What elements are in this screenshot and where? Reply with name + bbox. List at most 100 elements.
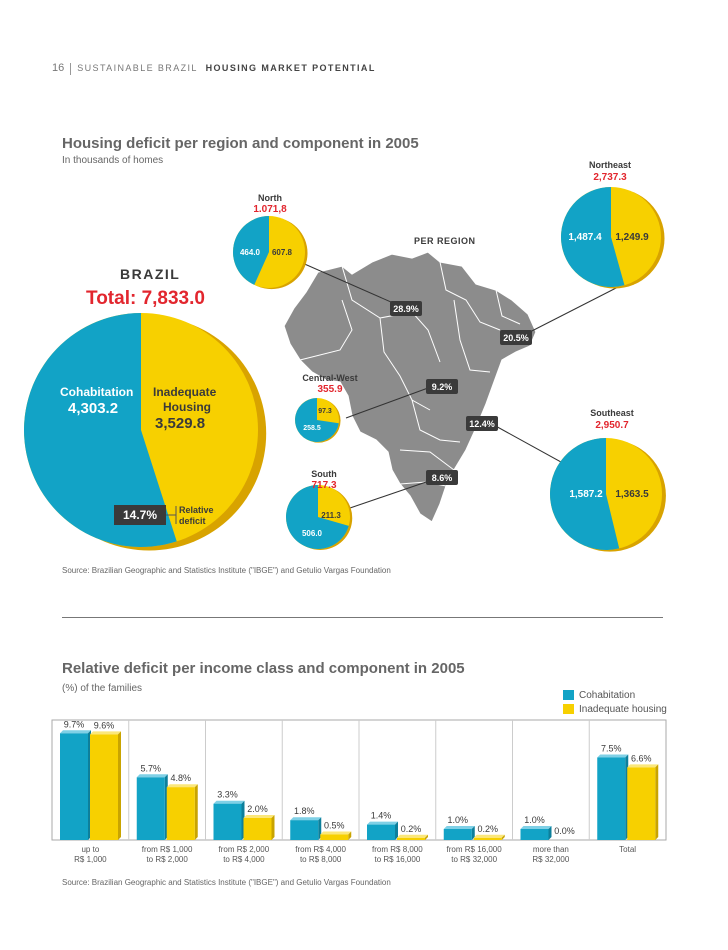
- brazil-cohab-label: Cohabitation: [60, 385, 134, 399]
- bar-cohabitation: [60, 733, 88, 840]
- bar-label: 0.2%: [401, 824, 422, 834]
- centralwest-name: Central-West: [302, 373, 358, 383]
- relative-deficit-badge: 14.7%: [114, 505, 166, 525]
- bar-top: [213, 800, 245, 804]
- legend-item-inadequate: Inadequate housing: [563, 702, 667, 716]
- bar-label: 0.2%: [477, 824, 498, 834]
- pie-brazil-slice-cohabitation: [24, 313, 177, 548]
- bar-top: [60, 730, 91, 734]
- south-name: South: [311, 469, 337, 479]
- south-total: 717.3: [311, 480, 337, 491]
- bar-side: [118, 731, 121, 840]
- brazil-inadequate-label-1: Inadequate: [153, 385, 217, 399]
- northeast-total: 2,737.3: [593, 172, 627, 183]
- legend-swatch-inadequate: [563, 704, 574, 714]
- header-section: SUSTAINABLE BRAZIL: [77, 63, 198, 73]
- bar-side: [425, 834, 428, 840]
- share-tag-north: [390, 301, 422, 316]
- category-label: from R$ 4,000: [295, 845, 346, 854]
- bar-side: [194, 784, 198, 840]
- income-bar-chart: 9.7% 9.6% 5.7% 4.8% 3.3% 2.0% 1.8% 0.5% 1.4% 0.2%…: [51, 719, 667, 864]
- bar-top: [627, 764, 659, 768]
- pie-southeast-label-inadequate: 1,363.5: [615, 489, 649, 500]
- category-label: from R$ 2,000: [219, 845, 270, 854]
- bar-label: 0.5%: [324, 821, 345, 831]
- bar-label: 4.8%: [170, 773, 191, 783]
- bar-cohabitation: [597, 757, 626, 840]
- bar-side: [471, 826, 475, 840]
- share-tag-text-north: 28.9%: [393, 304, 419, 314]
- share-tag-southeast: [466, 416, 498, 431]
- category-label: from R$ 16,000: [447, 845, 503, 854]
- bar-top: [136, 774, 168, 778]
- bar-inadequate: [90, 734, 118, 840]
- pie-south-label-cohabitation: 506.0: [302, 529, 323, 538]
- chart2-title: Relative deficit per income class and co…: [62, 660, 465, 677]
- bar-label: 5.7%: [140, 763, 161, 773]
- north-name: North: [258, 193, 282, 203]
- bar-label: 0.0%: [554, 826, 575, 836]
- bar-label: 1.0%: [524, 815, 545, 825]
- pie-centralwest-label-cohabitation: 258.5: [303, 425, 321, 432]
- bar-label: 1.8%: [294, 806, 315, 816]
- chart2-source: Source: Brazilian Geographic and Statist…: [62, 878, 391, 887]
- pie-centralwest-label-inadequate: 97.3: [318, 408, 332, 415]
- bar-inadequate: [320, 834, 349, 840]
- bar-label: 3.3%: [217, 790, 238, 800]
- bar-side: [501, 834, 505, 840]
- connector-centralwest: [345, 387, 429, 419]
- category-label: to R$ 4,000: [223, 855, 265, 864]
- pie-northeast-label-inadequate: 1,249.9: [615, 232, 649, 243]
- category-label: from R$ 1,000: [142, 845, 193, 854]
- category-label: Total: [619, 845, 636, 854]
- bar-top: [397, 834, 428, 838]
- region-share-tags: 28.9% 20.5% 9.2% 12.4% 8.6%: [390, 301, 532, 485]
- chart1-source: Source: Brazilian Geographic and Statist…: [62, 566, 391, 575]
- share-tag-text-southeast: 12.4%: [469, 419, 495, 429]
- relative-label-2: deficit: [179, 516, 206, 526]
- page-header: 16 SUSTAINABLE BRAZIL HOUSING MARKET POTE…: [52, 62, 376, 75]
- bar-cohabitation: [443, 829, 472, 840]
- pie-northeast-label-cohabitation: 1,487.4: [568, 232, 602, 243]
- pie-southeast-label-cohabitation: 1,587.2: [569, 489, 603, 500]
- category-label: up to: [81, 845, 99, 854]
- bar-top: [290, 817, 322, 821]
- bar-side: [548, 826, 552, 840]
- bar-label: 6.6%: [631, 753, 652, 763]
- chart1-subtitle: In thousands of homes: [62, 155, 164, 166]
- relative-deficit-caption: Relative deficit: [179, 505, 214, 527]
- bar-top: [367, 821, 398, 825]
- pie-north-label-cohabitation: 464.0: [240, 248, 261, 257]
- bar-side: [271, 815, 275, 840]
- share-tag-text-northeast: 20.5%: [503, 333, 529, 343]
- bar-inadequate: [473, 837, 502, 840]
- bar-cohabitation: [136, 777, 165, 840]
- bar-legend: Cohabitation Inadequate housing: [563, 688, 667, 716]
- share-tag-text-south: 8.6%: [432, 473, 453, 483]
- chart1-title: Housing deficit per region and component…: [62, 135, 419, 152]
- category-label: R$ 32,000: [532, 855, 569, 864]
- connector-south: [349, 479, 433, 509]
- bar-label: 9.6%: [94, 720, 115, 730]
- header-subsection: HOUSING MARKET POTENTIAL: [205, 63, 376, 73]
- pie-north-label-inadequate: 607.8: [272, 248, 293, 257]
- per-region-label: PER REGION: [414, 236, 476, 246]
- southeast-total: 2,950.7: [595, 420, 629, 431]
- pie-charts: 464.0 607.8 1,487.4 1,249.9 258.5 97.3 1,587.2…: [24, 187, 666, 552]
- bar-side: [655, 764, 659, 840]
- pie-northeast-slice-cohabitation: [560, 187, 625, 288]
- bar-cohabitation: [520, 829, 549, 840]
- header-divider: [70, 62, 72, 75]
- north-total: 1.071,8: [253, 204, 287, 215]
- bar-inadequate: [397, 837, 425, 840]
- legend-swatch-cohabitation: [563, 690, 574, 700]
- bar-top: [443, 826, 475, 829]
- bar-inadequate: [627, 767, 656, 840]
- bar-top: [597, 754, 629, 758]
- northeast-name: Northeast: [588, 160, 631, 170]
- category-label: R$ 1,000: [74, 855, 107, 864]
- legend-label-cohabitation: Cohabitation: [579, 689, 636, 701]
- section-divider: [62, 617, 663, 618]
- southeast-name: Southeast: [590, 408, 634, 418]
- bar-inadequate: [243, 818, 272, 840]
